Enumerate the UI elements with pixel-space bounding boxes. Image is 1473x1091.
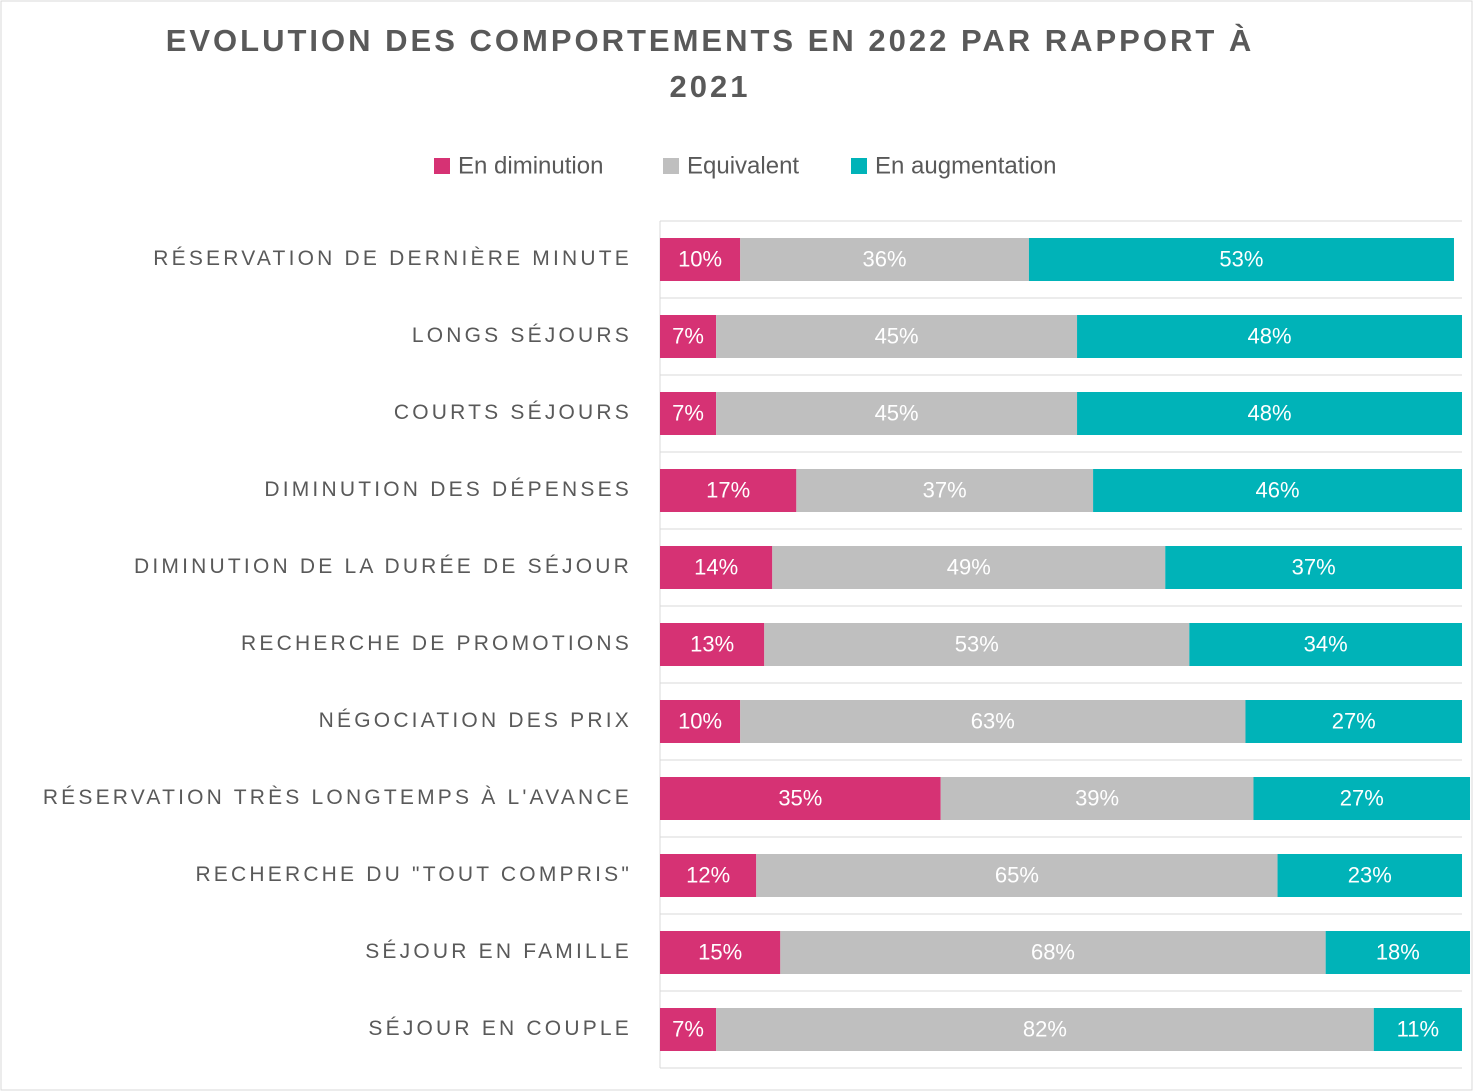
bar-segment — [1028, 238, 1454, 281]
bar-segment — [660, 623, 765, 666]
data-label: 7% — [672, 323, 704, 348]
legend-label: En diminution — [458, 152, 603, 179]
data-label: 37% — [923, 477, 967, 502]
bar-segment — [1077, 315, 1462, 358]
data-label: 46% — [1256, 477, 1300, 502]
bar-segment — [660, 392, 717, 435]
bar-segment — [1189, 623, 1462, 666]
data-label: 82% — [1023, 1016, 1067, 1041]
bar-segment — [1165, 546, 1462, 589]
bar-segment — [660, 315, 717, 358]
data-label: 34% — [1304, 631, 1348, 656]
data-label: 37% — [1292, 554, 1336, 579]
y-tick-label: DIMINUTION DES DÉPENSES — [264, 478, 632, 501]
bar-segment — [780, 931, 1326, 974]
data-label: 12% — [686, 862, 730, 887]
data-label: 14% — [694, 554, 738, 579]
data-label: 7% — [672, 400, 704, 425]
bar-segment — [1093, 469, 1462, 512]
bar-segment — [660, 931, 781, 974]
bar-segment — [1245, 700, 1462, 743]
legend-swatch — [851, 158, 867, 174]
chart-title: EVOLUTION DES COMPORTEMENTS EN 2022 PAR … — [165, 23, 1255, 104]
bar-segment — [660, 700, 741, 743]
data-label: 45% — [875, 400, 919, 425]
y-tick-label: SÉJOUR EN FAMILLE — [365, 940, 632, 963]
data-label: 45% — [875, 323, 919, 348]
data-label: 48% — [1247, 323, 1291, 348]
data-label: 48% — [1247, 400, 1291, 425]
data-label: 53% — [955, 631, 999, 656]
data-label: 68% — [1031, 939, 1075, 964]
legend-swatch — [434, 158, 450, 174]
y-tick-label: LONGS SÉJOURS — [412, 324, 632, 347]
bar-segment — [716, 392, 1078, 435]
bar-segment — [1373, 1008, 1462, 1051]
bar-segment — [660, 854, 757, 897]
data-label: 27% — [1340, 785, 1384, 810]
data-label: 63% — [971, 708, 1015, 733]
bar-segment — [740, 238, 1029, 281]
data-label: 36% — [863, 246, 907, 271]
data-label: 15% — [698, 939, 742, 964]
bar-segment — [660, 546, 773, 589]
data-label: 17% — [706, 477, 750, 502]
y-tick-label: SÉJOUR EN COUPLE — [368, 1017, 632, 1040]
data-label: 49% — [947, 554, 991, 579]
bar-segment — [1277, 854, 1462, 897]
y-tick-label: RÉSERVATION DE DERNIÈRE MINUTE — [153, 247, 632, 270]
bar-segment — [716, 315, 1078, 358]
bar-segment — [716, 1008, 1374, 1051]
y-tick-label: RÉSERVATION TRÈS LONGTEMPS À L'AVANCE — [43, 786, 632, 809]
bar-segment — [1077, 392, 1462, 435]
data-label: 27% — [1332, 708, 1376, 733]
data-label: 39% — [1075, 785, 1119, 810]
legend-label: En augmentation — [875, 152, 1056, 179]
data-label: 65% — [995, 862, 1039, 887]
bar-segment — [660, 238, 741, 281]
bar-segment — [764, 623, 1190, 666]
bar-segment — [940, 777, 1254, 820]
bar-segment — [756, 854, 1278, 897]
data-label: 10% — [678, 708, 722, 733]
data-label: 7% — [672, 1016, 704, 1041]
bar-segment — [660, 777, 941, 820]
y-tick-label: DIMINUTION DE LA DURÉE DE SÉJOUR — [134, 555, 632, 578]
data-label: 13% — [690, 631, 734, 656]
bar-segment — [660, 469, 797, 512]
y-tick-label: RECHERCHE DE PROMOTIONS — [241, 632, 632, 655]
bar-segment — [1253, 777, 1471, 820]
data-label: 53% — [1219, 246, 1263, 271]
data-label: 35% — [778, 785, 822, 810]
data-label: 11% — [1397, 1016, 1439, 1041]
bar-segment — [1325, 931, 1471, 974]
y-tick-label: RECHERCHE DU "TOUT COMPRIS" — [195, 863, 632, 886]
data-label: 23% — [1348, 862, 1392, 887]
y-tick-label: COURTS SÉJOURS — [394, 401, 632, 424]
bar-segment — [772, 546, 1166, 589]
y-tick-label: NÉGOCIATION DES PRIX — [319, 709, 632, 732]
legend-label: Equivalent — [687, 152, 799, 179]
data-label: 10% — [678, 246, 722, 271]
bar-segment — [660, 1008, 717, 1051]
bar-segment — [740, 700, 1246, 743]
legend-swatch — [663, 158, 679, 174]
bar-segment — [796, 469, 1094, 512]
data-label: 18% — [1376, 939, 1420, 964]
